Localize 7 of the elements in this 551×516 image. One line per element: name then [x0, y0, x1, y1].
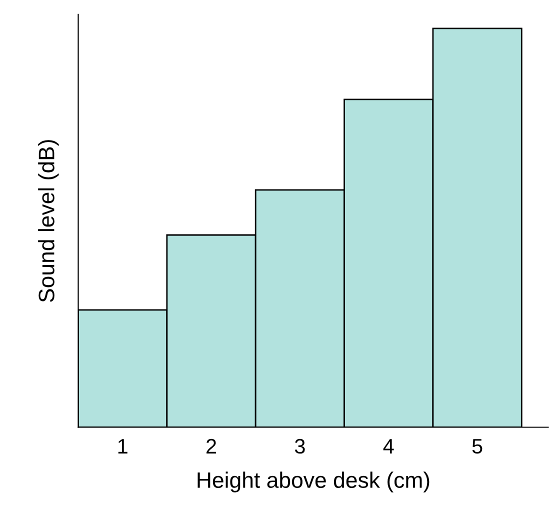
x-tick-label: 3 — [294, 438, 305, 454]
y-axis-title: Sound level (dB) — [38, 140, 59, 302]
x-tick-label: 2 — [206, 438, 216, 454]
x-tick-label: 1 — [118, 439, 128, 454]
x-tick-label: 4 — [383, 439, 394, 454]
x-tick-label: 5 — [472, 439, 482, 454]
x-axis-title: Height above desk (cm) — [198, 472, 430, 492]
